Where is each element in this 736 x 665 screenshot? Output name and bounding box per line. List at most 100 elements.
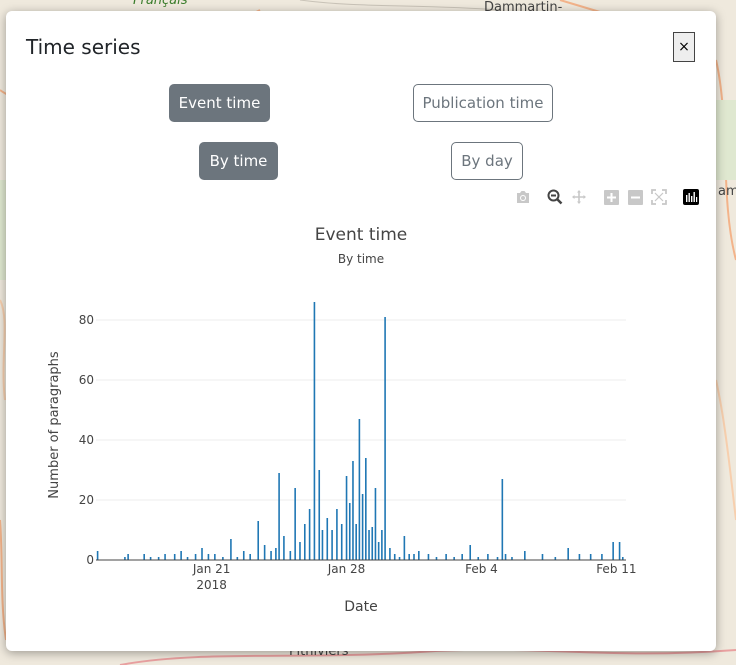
bar[interactable] — [294, 488, 296, 560]
bar[interactable] — [96, 551, 99, 560]
bars — [96, 302, 624, 560]
bar[interactable] — [186, 557, 189, 560]
bar[interactable] — [143, 554, 145, 560]
bar[interactable] — [149, 557, 152, 560]
autoscale-icon[interactable] — [650, 188, 668, 206]
bar[interactable] — [578, 554, 581, 560]
bar[interactable] — [157, 557, 160, 560]
bar[interactable] — [601, 554, 603, 560]
bar[interactable] — [257, 521, 260, 560]
bar[interactable] — [371, 527, 374, 560]
bar[interactable] — [331, 530, 333, 560]
bar[interactable] — [180, 551, 182, 560]
bar[interactable] — [377, 542, 380, 560]
bar[interactable] — [321, 530, 324, 560]
bar[interactable] — [511, 557, 513, 560]
bar[interactable] — [453, 557, 455, 560]
bar[interactable] — [487, 554, 489, 560]
bar[interactable] — [303, 524, 306, 560]
zoom-icon[interactable] — [546, 188, 564, 206]
bar[interactable] — [124, 557, 126, 560]
bar[interactable] — [194, 554, 197, 560]
bar[interactable] — [427, 554, 430, 560]
bar[interactable] — [381, 530, 383, 560]
bar[interactable] — [618, 542, 621, 560]
bar[interactable] — [504, 554, 507, 560]
bar[interactable] — [278, 473, 280, 560]
bar[interactable] — [398, 557, 401, 560]
close-button[interactable]: × — [673, 32, 695, 62]
bar[interactable] — [201, 548, 203, 560]
zoom-in-icon[interactable] — [602, 188, 620, 206]
bar[interactable] — [589, 554, 592, 560]
bar[interactable] — [408, 554, 410, 560]
bar[interactable] — [127, 554, 129, 560]
pan-icon[interactable] — [570, 188, 588, 206]
zoom-out-icon[interactable] — [626, 188, 644, 206]
bar[interactable] — [621, 557, 624, 560]
bar[interactable] — [496, 557, 499, 560]
event-time-button[interactable]: Event time — [169, 84, 270, 122]
bar[interactable] — [567, 548, 569, 560]
bar[interactable] — [352, 461, 354, 560]
camera-icon[interactable] — [514, 188, 532, 206]
publication-time-button[interactable]: Publication time — [413, 84, 553, 122]
bar[interactable] — [164, 554, 166, 560]
grid-lines — [96, 319, 626, 501]
bar[interactable] — [374, 488, 377, 560]
x-tick-label: Feb 4 — [465, 562, 498, 576]
bar[interactable] — [524, 551, 526, 560]
y-axis-title: Number of paragraphs — [47, 351, 62, 499]
bar[interactable] — [418, 551, 420, 560]
bar[interactable] — [340, 524, 343, 560]
bar[interactable] — [326, 518, 329, 560]
bar[interactable] — [263, 545, 266, 560]
bar[interactable] — [283, 536, 285, 560]
bar[interactable] — [345, 476, 348, 560]
bar[interactable] — [173, 554, 176, 560]
bar[interactable] — [361, 494, 364, 560]
bar[interactable] — [554, 557, 557, 560]
bar[interactable] — [358, 419, 361, 560]
bar[interactable] — [222, 557, 224, 560]
bar[interactable] — [368, 530, 370, 560]
bar[interactable] — [403, 536, 406, 560]
bar[interactable] — [461, 554, 463, 560]
map-place-label: ami — [718, 184, 736, 199]
bar[interactable] — [313, 302, 316, 560]
by-day-button[interactable]: By day — [451, 142, 523, 180]
bar[interactable] — [612, 542, 614, 560]
bar[interactable] — [348, 503, 351, 560]
by-time-button[interactable]: By time — [199, 142, 278, 180]
bar[interactable] — [318, 470, 321, 560]
bar[interactable] — [214, 554, 216, 560]
plotly-logo-icon[interactable] — [682, 188, 700, 206]
bar[interactable] — [384, 317, 386, 560]
bar[interactable] — [207, 554, 210, 560]
bar[interactable] — [435, 557, 438, 560]
bar[interactable] — [469, 545, 472, 560]
bar[interactable] — [477, 557, 480, 560]
bar[interactable] — [336, 509, 338, 560]
bar[interactable] — [230, 539, 232, 560]
bar[interactable] — [289, 551, 292, 560]
bar[interactable] — [389, 548, 391, 560]
bar[interactable] — [445, 554, 447, 560]
bar[interactable] — [275, 548, 277, 560]
bar[interactable] — [501, 479, 504, 560]
modal-title: Time series — [26, 35, 141, 59]
x-tick-label: Feb 11 — [596, 562, 636, 576]
bar[interactable] — [270, 551, 272, 560]
bar[interactable] — [541, 554, 544, 560]
bar[interactable] — [299, 542, 301, 560]
bar[interactable] — [355, 524, 357, 560]
chart-subtitle: By time — [338, 252, 384, 266]
bar[interactable] — [393, 554, 396, 560]
bar[interactable] — [249, 554, 251, 560]
bar[interactable] — [236, 557, 239, 560]
bar[interactable] — [365, 458, 367, 560]
bar[interactable] — [413, 554, 415, 560]
bar[interactable] — [308, 509, 311, 560]
bar[interactable] — [242, 551, 245, 560]
